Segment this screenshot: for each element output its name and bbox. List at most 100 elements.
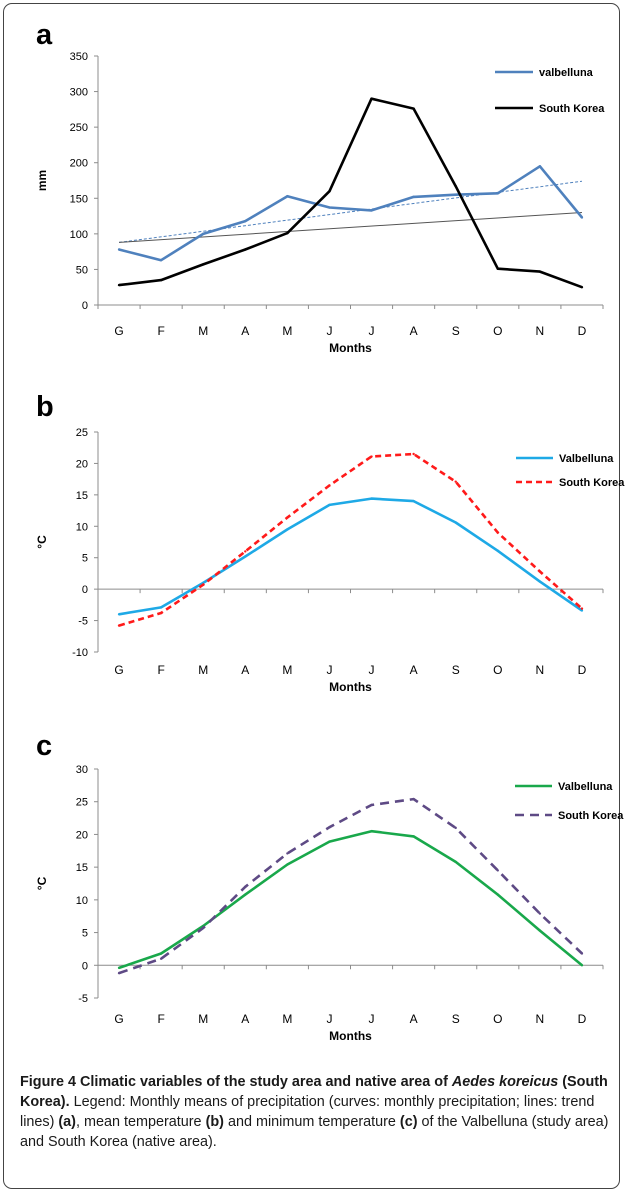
- y-tick-label: -10: [72, 647, 88, 659]
- data-point: [496, 267, 499, 270]
- y-tick-label: 100: [70, 229, 88, 241]
- data-point: [117, 613, 121, 616]
- data-point: [286, 194, 289, 198]
- data-point: [370, 497, 373, 500]
- data-point: [412, 835, 415, 838]
- data-point: [202, 926, 205, 930]
- data-point: [117, 248, 121, 251]
- legend-label: valbelluna: [539, 67, 594, 79]
- x-tick-label: M: [198, 663, 208, 677]
- panel-label: b: [36, 391, 54, 423]
- data-point: [538, 165, 542, 168]
- data-point: [244, 550, 247, 553]
- legend-label: Valbelluna: [559, 453, 614, 465]
- data-point: [117, 624, 121, 627]
- y-tick-label: 150: [70, 193, 88, 205]
- y-tick-label: 0: [82, 300, 88, 312]
- chart-panel-b: b -10 -5 0 5 10 15 20 25 G F M A M J J A S O N D Months °C Valb…: [35, 391, 625, 694]
- x-tick-label: N: [536, 663, 545, 677]
- data-point: [328, 503, 331, 507]
- data-point: [454, 480, 457, 483]
- series-line-2: [118, 797, 583, 975]
- series-line-1: [118, 829, 583, 970]
- data-point: [496, 549, 499, 552]
- data-point: [580, 609, 584, 612]
- x-axis-title: Months: [329, 341, 372, 355]
- y-tick-label: 0: [82, 584, 88, 596]
- data-point: [370, 209, 373, 212]
- data-point: [202, 263, 205, 266]
- data-point: [538, 570, 542, 573]
- data-point: [159, 952, 163, 955]
- y-tick-label: 0: [82, 960, 88, 972]
- y-tick-label: 15: [76, 862, 88, 874]
- y-tick-label: -5: [78, 616, 88, 628]
- data-point: [412, 107, 415, 110]
- caption-text-3: and minimum temperature: [223, 1114, 400, 1130]
- data-point: [496, 893, 499, 896]
- figure-frame: [3, 3, 620, 1189]
- x-tick-label: N: [536, 324, 545, 338]
- x-tick-label: J: [369, 1012, 375, 1026]
- data-point: [117, 971, 121, 975]
- x-tick-label: S: [452, 663, 460, 677]
- data-point: [580, 952, 584, 955]
- y-tick-label: 10: [76, 895, 88, 907]
- caption-ref-c: (c): [399, 1114, 418, 1130]
- caption-title-end: (South Korea).: [20, 1074, 608, 1110]
- data-point: [159, 258, 163, 262]
- data-point: [202, 232, 205, 236]
- x-tick-label: J: [369, 663, 375, 677]
- chart-panel-c: c -5 0 5 10 15 20 25 30 G F M A M J J A S O N D Months °C Valbe…: [35, 730, 624, 1043]
- data-point: [328, 484, 331, 487]
- data-point: [454, 521, 457, 524]
- panel-label: c: [36, 730, 52, 762]
- y-tick-label: 200: [70, 158, 88, 170]
- caption-ref-a: (a): [58, 1114, 76, 1130]
- data-point: [412, 797, 415, 801]
- x-tick-label: J: [326, 1012, 332, 1026]
- data-point: [454, 826, 457, 830]
- data-point: [454, 193, 457, 196]
- data-point: [370, 829, 373, 833]
- x-tick-label: D: [578, 1012, 587, 1026]
- x-tick-label: A: [410, 663, 418, 677]
- data-point: [538, 270, 542, 273]
- x-tick-label: J: [326, 663, 332, 677]
- panel-label: a: [36, 19, 53, 51]
- data-point: [159, 278, 163, 282]
- x-tick-label: O: [493, 663, 502, 677]
- x-tick-label: M: [282, 1012, 292, 1026]
- data-point: [538, 580, 542, 583]
- series-line-1: [118, 497, 583, 616]
- data-point: [580, 216, 584, 219]
- legend-label: South Korea: [539, 103, 605, 115]
- chart-panel-a: a 0 50 100 150 200 250 300 350 G F M A M J J A S O N D Months…: [35, 19, 605, 355]
- x-tick-label: N: [536, 1012, 545, 1026]
- y-tick-label: 300: [70, 87, 88, 99]
- y-tick-label: 20: [76, 458, 88, 470]
- x-tick-label: F: [157, 663, 164, 677]
- data-point: [370, 97, 373, 100]
- data-point: [244, 219, 247, 223]
- data-point: [244, 248, 247, 251]
- y-tick-label: 5: [82, 928, 88, 940]
- y-tick-label: 10: [76, 521, 88, 533]
- legend-label: South Korea: [558, 810, 624, 822]
- y-tick-label: 20: [76, 829, 88, 841]
- x-tick-label: G: [114, 1012, 123, 1026]
- caption-species: Aedes koreicus: [451, 1074, 559, 1090]
- data-point: [286, 528, 289, 531]
- caption-text-1: Legend: Monthly means of precipitation (…: [20, 1094, 595, 1130]
- caption-text-2: , mean temperature: [75, 1114, 206, 1130]
- x-tick-label: D: [578, 324, 587, 338]
- y-axis-title: °C: [35, 876, 49, 890]
- data-point: [159, 957, 163, 960]
- series-line-1: [118, 165, 584, 262]
- data-point: [454, 184, 457, 188]
- y-axis-title: mm: [35, 170, 49, 191]
- x-tick-label: F: [157, 1012, 164, 1026]
- y-tick-label: 30: [76, 764, 88, 776]
- data-point: [286, 516, 289, 519]
